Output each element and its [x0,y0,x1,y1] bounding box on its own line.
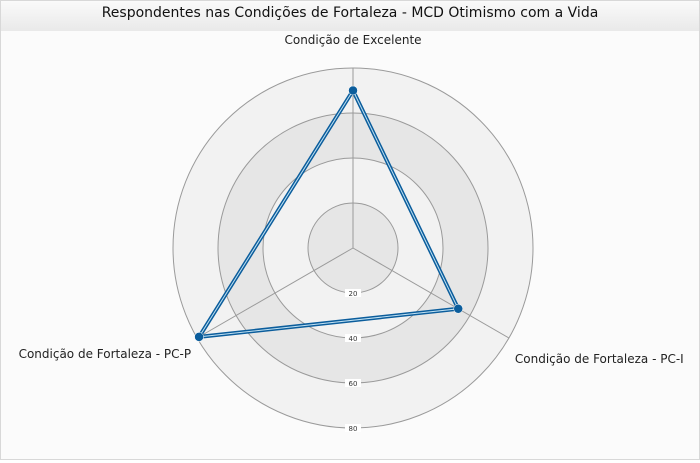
spoke-line-2 [352,247,510,339]
category-label-2: Condição de Fortaleza - PC-I [515,352,684,366]
category-label-1: Condição de Excelente [284,33,421,47]
series-line-highlight-1 [198,89,459,338]
data-point-1 [348,85,358,96]
tick-label-bg-1 [345,289,361,297]
radar-chart: 20 40 60 80 Condição de Excelente Condição de… [19,33,684,433]
data-point-3 [194,332,204,342]
chart-title: Respondentes nas Condições de Fortaleza … [101,5,599,21]
tick-label-bg-2 [345,334,361,342]
category-label-3: Condição de Fortaleza - PC-P [19,347,192,361]
tick-label-bg-4 [345,424,361,432]
tick-label-1: 20 [349,290,358,298]
spoke-line-3 [196,247,354,339]
tick-label-2: 40 [349,335,358,343]
plot-area: 20 40 60 80 Condição de Excelente Condição de… [1,31,699,459]
tick-label-3: 60 [349,380,358,388]
data-point-2 [453,304,463,314]
tick-label-bg-3 [345,379,361,387]
tick-label-4: 80 [349,425,358,433]
title-bar: Respondentes nas Condições de Fortaleza … [1,1,699,31]
